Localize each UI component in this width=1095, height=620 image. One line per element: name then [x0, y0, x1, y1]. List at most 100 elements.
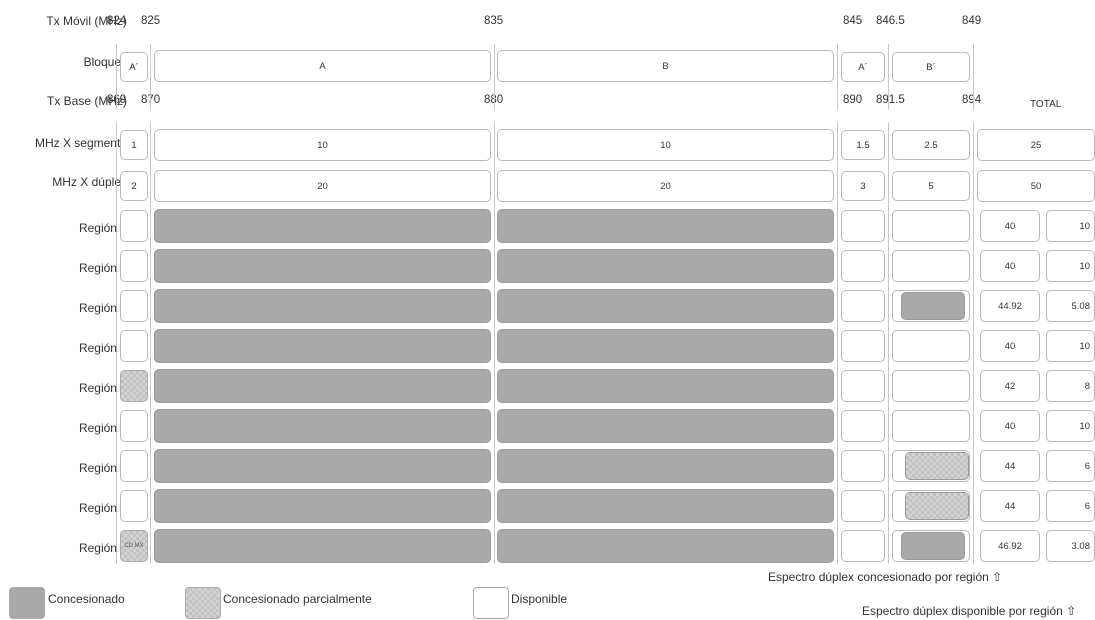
legend-label-concesionado: Concesionado	[48, 592, 125, 606]
partial-fill	[905, 452, 969, 480]
tx-movil-freq: 835	[484, 15, 503, 27]
spectrum-cell-concesionado	[154, 209, 491, 243]
spectrum-cell-concesionado	[154, 329, 491, 363]
legend-swatch-concesionado	[9, 587, 45, 619]
region-concesionado-value: 44	[980, 490, 1040, 522]
region-concesionado-value: 40	[980, 410, 1040, 442]
boundary-line	[150, 122, 151, 564]
spectrum-cell-parcial-parte	[892, 450, 970, 482]
duplex-total: 50	[977, 170, 1095, 202]
legend-label-parcial: Concesionado parcialmente	[223, 592, 372, 606]
spectrum-cell-disponible	[841, 330, 885, 362]
cdmx-label: CD MX	[124, 543, 143, 550]
spectrum-cell-disponible	[892, 410, 970, 442]
spectrum-cell-concesionado	[154, 409, 491, 443]
boundary-line	[837, 122, 838, 564]
segmento-cell: 1	[120, 130, 148, 160]
boundary-line	[150, 44, 151, 110]
spectrum-cell-concesionado-parte	[892, 290, 970, 322]
spectrum-cell-disponible	[892, 370, 970, 402]
note-concesionado-region: Espectro dúplex concesionado por región …	[768, 570, 1002, 584]
segmento-total: 25	[977, 129, 1095, 161]
spectrum-cell-concesionado	[154, 529, 491, 563]
spectrum-cell-disponible	[841, 250, 885, 282]
block-b: B	[497, 50, 834, 82]
duplex-cell: 20	[497, 170, 834, 202]
note-disponible-region: Espectro dúplex disponible por región ⇧	[862, 604, 1076, 618]
region-concesionado-value: 46.92	[980, 530, 1040, 562]
spectrum-cell-concesionado	[497, 209, 834, 243]
spectrum-cell-disponible	[120, 450, 148, 482]
spectrum-cell-concesionado	[154, 449, 491, 483]
spectrum-cell-disponible	[841, 290, 885, 322]
segmento-cell: 1.5	[841, 130, 885, 160]
segmento-cell: 10	[497, 129, 834, 161]
spectrum-cell-concesionado	[497, 369, 834, 403]
block-a-prime-1: A´	[120, 52, 148, 82]
spectrum-cell-disponible	[892, 210, 970, 242]
total-label: TOTAL	[1030, 99, 1061, 110]
spectrum-cell-concesionado	[497, 449, 834, 483]
spectrum-cell-disponible	[120, 210, 148, 242]
block-a-prime-2: A´	[841, 52, 885, 82]
spectrum-cell-concesionado	[497, 409, 834, 443]
region-disponible-value: 10	[1046, 410, 1095, 442]
segmento-cell: 10	[154, 129, 491, 161]
region-disponible-value: 6	[1046, 490, 1095, 522]
region-disponible-value: 10	[1046, 250, 1095, 282]
tx-base-freq: 894	[962, 94, 981, 106]
tx-movil-freq: 845	[843, 15, 862, 27]
spectrum-cell-concesionado	[154, 289, 491, 323]
region-disponible-value: 5.08	[1046, 290, 1095, 322]
boundary-line	[888, 122, 889, 564]
spectrum-cell-concesionado-parte	[892, 530, 970, 562]
region-disponible-value: 10	[1046, 330, 1095, 362]
spectrum-cell-concesionado	[154, 369, 491, 403]
spectrum-cell-concesionado	[497, 489, 834, 523]
tx-movil-freq: 825	[141, 15, 160, 27]
partial-fill	[905, 492, 969, 520]
region-disponible-value: 6	[1046, 450, 1095, 482]
region-concesionado-value: 40	[980, 330, 1040, 362]
boundary-line	[116, 44, 117, 110]
spectrum-cell-disponible	[841, 490, 885, 522]
region-disponible-value: 3.08	[1046, 530, 1095, 562]
partial-fill	[901, 292, 965, 320]
region-disponible-value: 8	[1046, 370, 1095, 402]
tx-movil-freq: 849	[962, 15, 981, 27]
region-concesionado-value: 44.92	[980, 290, 1040, 322]
legend-swatch-parcial	[185, 587, 221, 619]
block-b-prime: B´	[892, 52, 970, 82]
duplex-cell: 20	[154, 170, 491, 202]
label-mhz-segmento: MHz X segmento	[35, 136, 127, 150]
spectrum-cell-parcial	[120, 370, 148, 402]
spectrum-cell-disponible	[892, 330, 970, 362]
boundary-line	[888, 44, 889, 110]
spectrum-cell-concesionado	[154, 249, 491, 283]
spectrum-cell-concesionado	[497, 249, 834, 283]
region-concesionado-value: 40	[980, 210, 1040, 242]
segmento-cell: 2.5	[892, 130, 970, 160]
legend-swatch-disponible	[473, 587, 509, 619]
spectrum-cell-concesionado	[497, 289, 834, 323]
spectrum-cell-disponible	[841, 450, 885, 482]
spectrum-cell-parcial-parte	[892, 490, 970, 522]
spectrum-cell-disponible	[841, 370, 885, 402]
spectrum-cell-disponible	[841, 530, 885, 562]
spectrum-cell-disponible	[841, 410, 885, 442]
spectrum-cell-disponible	[841, 210, 885, 242]
boundary-line	[973, 122, 974, 564]
legend-label-disponible: Disponible	[511, 592, 567, 606]
duplex-cell: 3	[841, 171, 885, 201]
spectrum-cell-concesionado	[154, 489, 491, 523]
spectrum-cell-concesionado	[497, 329, 834, 363]
tx-base-freq: 890	[843, 94, 862, 106]
spectrum-cell-disponible	[892, 250, 970, 282]
boundary-line	[973, 44, 974, 110]
region-concesionado-value: 42	[980, 370, 1040, 402]
spectrum-cell-disponible	[120, 410, 148, 442]
spectrum-cell-concesionado	[497, 529, 834, 563]
spectrum-cell-cdmx: CD MX	[120, 530, 148, 562]
boundary-line	[837, 44, 838, 110]
tx-base-freq: 891.5	[876, 94, 905, 106]
